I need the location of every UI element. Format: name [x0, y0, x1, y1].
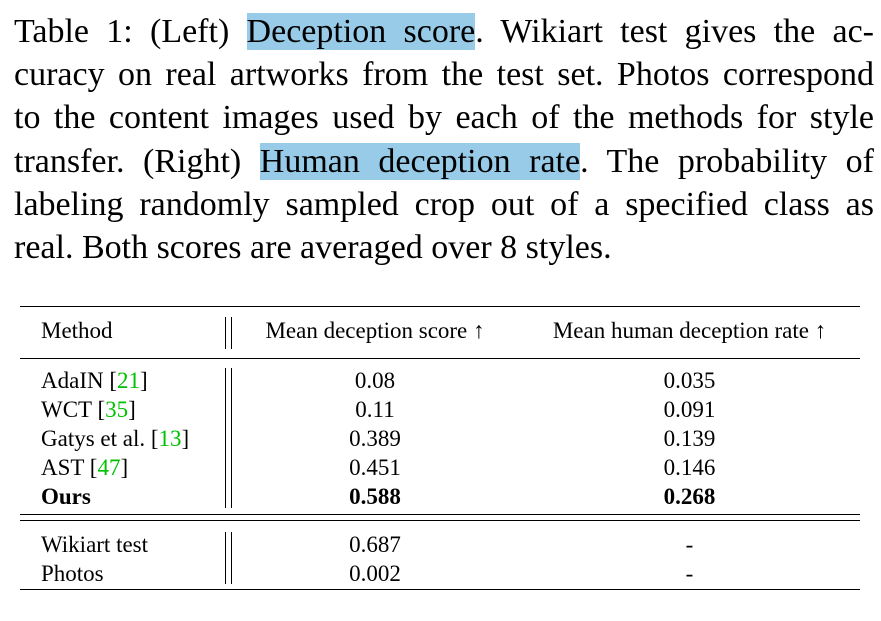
- citation-bracket: ]: [120, 455, 129, 480]
- citation-bracket: [: [97, 397, 106, 422]
- table-cell-score: 0.08: [354, 368, 396, 393]
- highlight-human-deception-rate: Human deception rate: [259, 142, 581, 180]
- column-separator: [225, 532, 226, 584]
- citation-link[interactable]: 35: [105, 397, 129, 422]
- double-rule-upper: [20, 514, 860, 515]
- table-caption: Table 1: (Left) Deception score. Wikiart…: [14, 10, 874, 269]
- table-row-method: Gatys et al. [13]: [41, 425, 189, 454]
- caption-line: labeling randomly sampled crop out of a …: [14, 185, 874, 223]
- table-row-method: WCT [35]: [41, 396, 136, 425]
- caption-text: . Wikiart test gives the ac-: [475, 13, 874, 50]
- column-separator: [225, 317, 226, 349]
- table-row-method-ours: Ours: [41, 484, 91, 509]
- method-name: Gatys et al.: [41, 426, 151, 451]
- citation-link[interactable]: 21: [117, 368, 141, 393]
- caption-text: transfer. (Right): [14, 142, 260, 180]
- header-deception-score: Mean deception score ↑: [265, 318, 485, 343]
- table-cell-score: 0.451: [349, 455, 401, 480]
- table-cell-rate: -: [685, 532, 694, 557]
- caption-line: transfer. (Right) Human deception rate. …: [14, 140, 874, 183]
- table-cell-rate: 0.139: [663, 426, 716, 451]
- caption-line: real. Both scores are averaged over 8 st…: [14, 229, 612, 267]
- header-human-deception-rate: Mean human deception rate ↑: [552, 318, 827, 343]
- table-cell-rate: 0.146: [663, 455, 716, 480]
- caption-line: Table 1: (Left) Deception score. Wikiart…: [14, 10, 874, 53]
- header-method: Method: [41, 318, 113, 343]
- table-cell-score: 0.002: [349, 561, 401, 586]
- table-row-method: Photos: [41, 561, 104, 586]
- highlight-deception-score: Deception score: [246, 13, 476, 50]
- bottom-rule: [20, 589, 860, 590]
- header-rule: [20, 358, 860, 359]
- citation-bracket: ]: [128, 397, 136, 422]
- citation-bracket: ]: [181, 426, 190, 451]
- column-separator: [231, 317, 232, 349]
- caption-text: Table 1: (Left): [14, 13, 247, 50]
- table-row-method: Wikiart test: [41, 532, 149, 557]
- table-cell-rate: 0.091: [663, 397, 716, 422]
- column-separator: [231, 532, 232, 584]
- citation-bracket: [: [150, 426, 159, 451]
- table-row-method: AST [47]: [41, 454, 128, 483]
- caption-line: curacy on real artworks from the test se…: [14, 56, 874, 94]
- table-cell-score: 0.11: [355, 397, 395, 422]
- method-name: AdaIN: [41, 368, 110, 393]
- caption-text: . The probability of: [580, 142, 874, 180]
- citation-bracket: [: [109, 368, 118, 393]
- citation-link[interactable]: 13: [158, 426, 182, 451]
- method-name: WCT: [41, 397, 98, 422]
- table-cell-score-ours: 0.588: [349, 484, 401, 509]
- double-rule-lower: [20, 520, 860, 521]
- table-cell-rate-ours: 0.268: [663, 484, 716, 509]
- citation-link[interactable]: 47: [97, 455, 121, 480]
- table-cell-score: 0.687: [349, 532, 401, 557]
- top-rule: [20, 306, 860, 307]
- citation-bracket: [: [89, 455, 98, 480]
- caption-line: to the content images used by each of th…: [14, 99, 874, 137]
- method-name: AST: [41, 455, 90, 480]
- table-cell-rate: -: [685, 561, 694, 586]
- citation-bracket: ]: [140, 368, 148, 393]
- table-row-method: AdaIN [21]: [41, 367, 148, 396]
- column-separator: [225, 368, 226, 508]
- table-cell-score: 0.389: [349, 426, 401, 451]
- table-cell-rate: 0.035: [663, 368, 716, 393]
- column-separator: [231, 368, 232, 508]
